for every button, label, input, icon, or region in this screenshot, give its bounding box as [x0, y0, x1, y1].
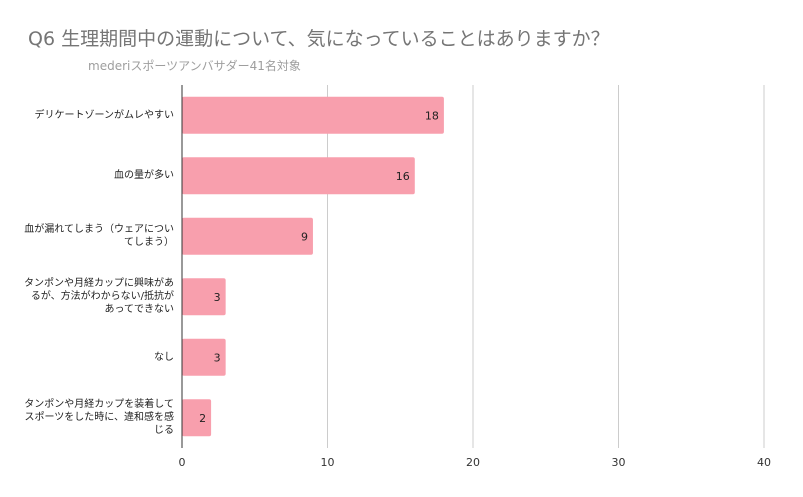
- category-label: 血が漏れてしまう（ウェアについてしまう）: [24, 224, 174, 249]
- x-tick-label: 40: [757, 456, 771, 469]
- chart-subtitle: mederiスポーツアンバサダー41名対象: [88, 59, 301, 73]
- data-label: 16: [396, 170, 410, 183]
- x-tick-label: 0: [179, 456, 186, 469]
- category-label: 血の量が多い: [114, 170, 174, 182]
- category-label: デリケートゾーンがムレやすい: [34, 109, 175, 121]
- category-label: タンポンや月経カップに興味があるが、方法がわからない/抵抗があってできない: [24, 278, 174, 316]
- data-label: 3: [214, 291, 221, 304]
- x-tick-label: 10: [321, 456, 335, 469]
- bar: [182, 399, 212, 437]
- x-tick-label: 30: [612, 456, 626, 469]
- data-label: 9: [301, 230, 308, 243]
- bar: [182, 338, 226, 376]
- category-label: タンポンや月経カップを装着してスポーツをした時に、違和感を感じる: [24, 399, 174, 437]
- bar: [182, 157, 415, 195]
- bar: [182, 217, 313, 255]
- data-label: 18: [425, 109, 439, 122]
- x-tick-label: 20: [466, 456, 480, 469]
- data-label: 2: [199, 412, 206, 425]
- bar: [182, 96, 444, 134]
- chart-title: Q6 生理期間中の運動について、気になっていることはありますか？: [28, 28, 610, 50]
- data-label: 3: [214, 351, 221, 364]
- bar: [182, 278, 226, 316]
- category-label: なし: [154, 351, 174, 363]
